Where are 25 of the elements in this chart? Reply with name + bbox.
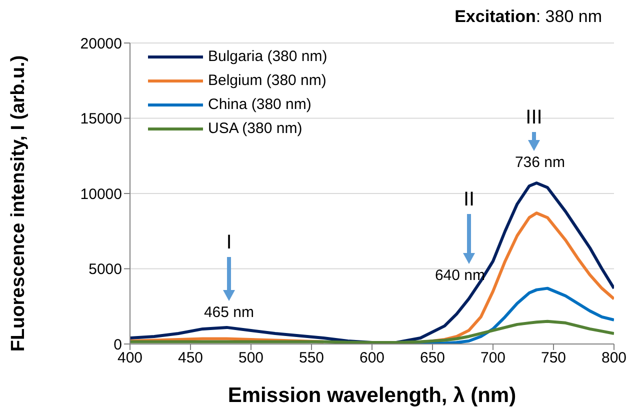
x-tick-label: 450 bbox=[178, 350, 204, 367]
y-tick-label: 15000 bbox=[80, 110, 122, 128]
annotation: 465 nm bbox=[204, 304, 254, 321]
text: Excitation: 380 nm bbox=[454, 7, 602, 26]
x-tick-label: 550 bbox=[298, 350, 324, 367]
annotation: 640 nm bbox=[434, 266, 486, 284]
y-tick-label: 10000 bbox=[80, 186, 122, 203]
legend-label: Bulgaria (380 nm) bbox=[208, 48, 328, 65]
annotation: II bbox=[463, 188, 475, 210]
x-tick-label: 700 bbox=[480, 350, 506, 367]
x-tick-label: 650 bbox=[420, 350, 446, 367]
x-tick-label: 600 bbox=[359, 350, 385, 367]
x-tick-label: 500 bbox=[238, 350, 264, 367]
x-tick-label: 800 bbox=[601, 350, 627, 367]
x-axis-title: Emission wavelength, λ (nm) bbox=[228, 384, 516, 407]
legend-label: Belgium (380 nm) bbox=[208, 72, 326, 89]
annotation: III bbox=[526, 106, 542, 128]
y-tick-label: 20000 bbox=[80, 35, 122, 52]
y-tick-label: 5000 bbox=[88, 261, 122, 278]
x-tick-label: 750 bbox=[540, 350, 566, 367]
legend-label: China (380 nm) bbox=[208, 96, 312, 113]
annotation: I bbox=[226, 231, 232, 254]
legend-label: USA (380 nm) bbox=[208, 120, 302, 137]
annotation: 736 nm bbox=[514, 154, 566, 171]
y-axis-title: FLuorescence intensity, I (arb.u.) bbox=[8, 55, 29, 352]
